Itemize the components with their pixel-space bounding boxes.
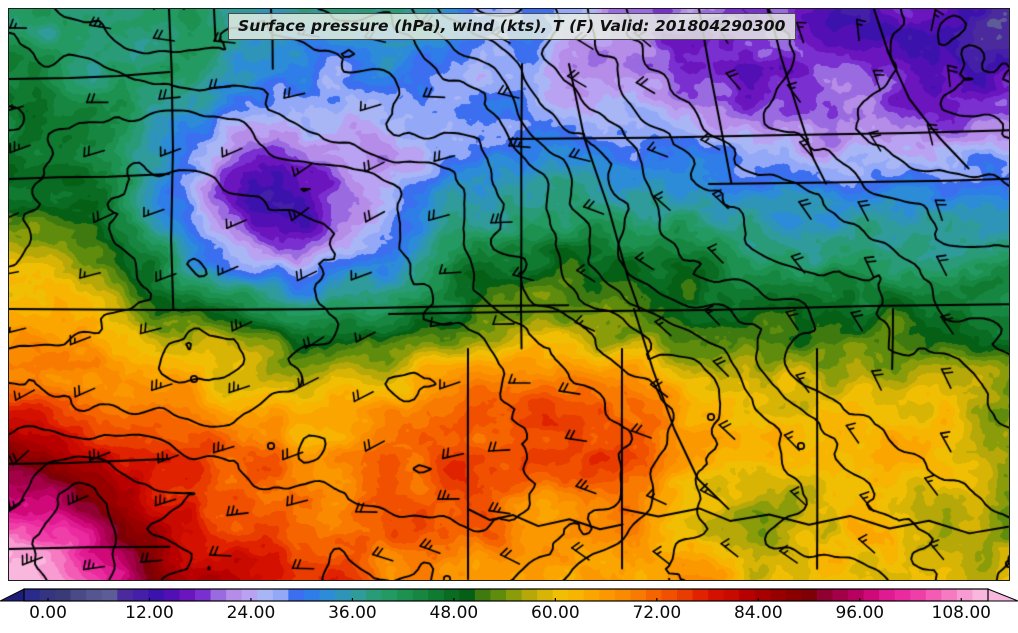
- colorbar-tick-label: 108.00: [931, 603, 991, 623]
- colorbar-tick-label: 12.00: [125, 603, 174, 623]
- colorbar-tick-label: 72.00: [632, 603, 682, 623]
- temperature-field-raster: [9, 9, 1009, 580]
- colorbar-gradient: [0, 588, 1018, 602]
- map-title: Surface pressure (hPa), wind (kts), T (F…: [228, 13, 796, 40]
- colorbar-tick-label: 36.00: [328, 603, 377, 623]
- colorbar-tick-labels: 0.00 12.00 24.00 36.00 48.00 60.00 72.00 84.00 9…: [0, 603, 1018, 633]
- colorbar-tick-label: 0.00: [29, 603, 67, 623]
- colorbar[interactable]: 0.00 12.00 24.00 36.00 48.00 60.00 72.00 84.00 9…: [0, 584, 1018, 633]
- colorbar-tick-label: 48.00: [429, 603, 479, 623]
- colorbar-tick-label: 84.00: [733, 603, 783, 623]
- colorbar-tick-label: 24.00: [226, 603, 276, 623]
- colorbar-tick-label: 60.00: [531, 603, 580, 623]
- map-panel[interactable]: [8, 8, 1010, 581]
- colorbar-tick-label: 96.00: [835, 603, 885, 623]
